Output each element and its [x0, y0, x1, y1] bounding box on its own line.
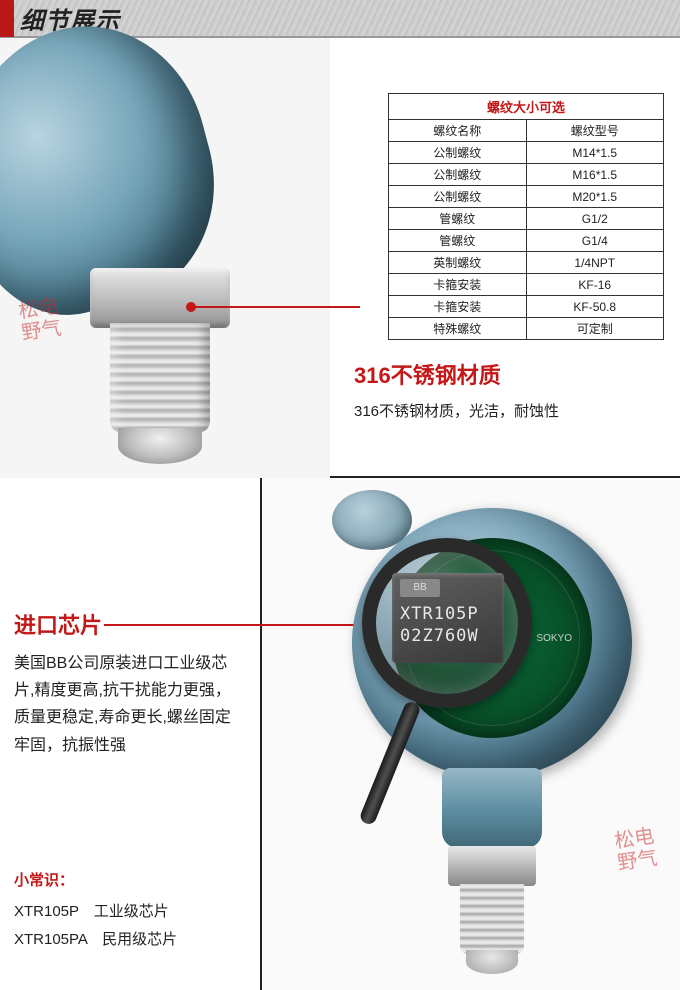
spec-panel: 螺纹大小可选 螺纹名称 螺纹型号 公制螺纹M14*1.5 公制螺纹M16*1.5…: [354, 93, 664, 421]
chip-closeup: BB XTR105P02Z760W: [392, 573, 504, 663]
chip-logo: BB: [400, 579, 440, 597]
table-row: 卡箍安装KF-16: [389, 274, 664, 296]
table-row: 公制螺纹M20*1.5: [389, 186, 664, 208]
sensor-tip: [118, 428, 202, 464]
callout-line: [190, 306, 360, 308]
table-row: 特殊螺纹可定制: [389, 318, 664, 340]
tips-text: XTR105P 工业级芯片 XTR105PA 民用级芯片: [14, 898, 244, 955]
thread-spec-table: 螺纹大小可选 螺纹名称 螺纹型号 公制螺纹M14*1.5 公制螺纹M16*1.5…: [388, 93, 664, 340]
col-header: 螺纹型号: [526, 120, 664, 142]
section-material: 松电野气 螺纹大小可选 螺纹名称 螺纹型号 公制螺纹M14*1.5 公制螺纹M1…: [0, 38, 680, 478]
table-row: 卡箍安装KF-50.8: [389, 296, 664, 318]
table-row: 英制螺纹1/4NPT: [389, 252, 664, 274]
watermark-stamp: 松电野气: [17, 295, 63, 344]
sensor-thread: [460, 884, 524, 954]
sensor-thread: [110, 323, 210, 433]
watermark-stamp: 松电野气: [613, 825, 659, 874]
table-row: 管螺纹G1/2: [389, 208, 664, 230]
product-image-2: SOKYO BB XTR105P02Z760W 松电野气: [260, 478, 680, 990]
header-accent: [0, 0, 14, 37]
col-header: 螺纹名称: [389, 120, 527, 142]
tips-label: 小常识：: [14, 869, 244, 890]
sensor-tip: [466, 950, 518, 974]
table-row: 公制螺纹M16*1.5: [389, 164, 664, 186]
pcb-label: SOKYO: [536, 633, 572, 644]
feature-title-material: 316不锈钢材质: [354, 358, 664, 390]
table-row: 公制螺纹M14*1.5: [389, 142, 664, 164]
feature-desc-material: 316不锈钢材质，光洁，耐蚀性: [354, 400, 664, 421]
table-row: 螺纹名称 螺纹型号: [389, 120, 664, 142]
callout-line-ext: [104, 624, 262, 626]
table-header: 螺纹大小可选: [389, 94, 664, 120]
sensor-collar: [448, 846, 536, 886]
section-chip: 进口芯片 美国BB公司原装进口工业级芯片,精度更高,抗干扰能力更强，质量更稳定,…: [0, 478, 680, 990]
sensor-cap: [332, 490, 412, 550]
sensor-neck: [442, 768, 542, 848]
chip-info-panel: 进口芯片 美国BB公司原装进口工业级芯片,精度更高,抗干扰能力更强，质量更稳定,…: [14, 608, 244, 955]
chip-marking: XTR105P02Z760W: [400, 603, 479, 647]
feature-desc-chip: 美国BB公司原装进口工业级芯片,精度更高,抗干扰能力更强，质量更稳定,寿命更长,…: [14, 650, 244, 759]
sensor-collar: [90, 268, 230, 328]
table-row: 管螺纹G1/4: [389, 230, 664, 252]
product-image-1: 松电野气: [0, 38, 330, 478]
